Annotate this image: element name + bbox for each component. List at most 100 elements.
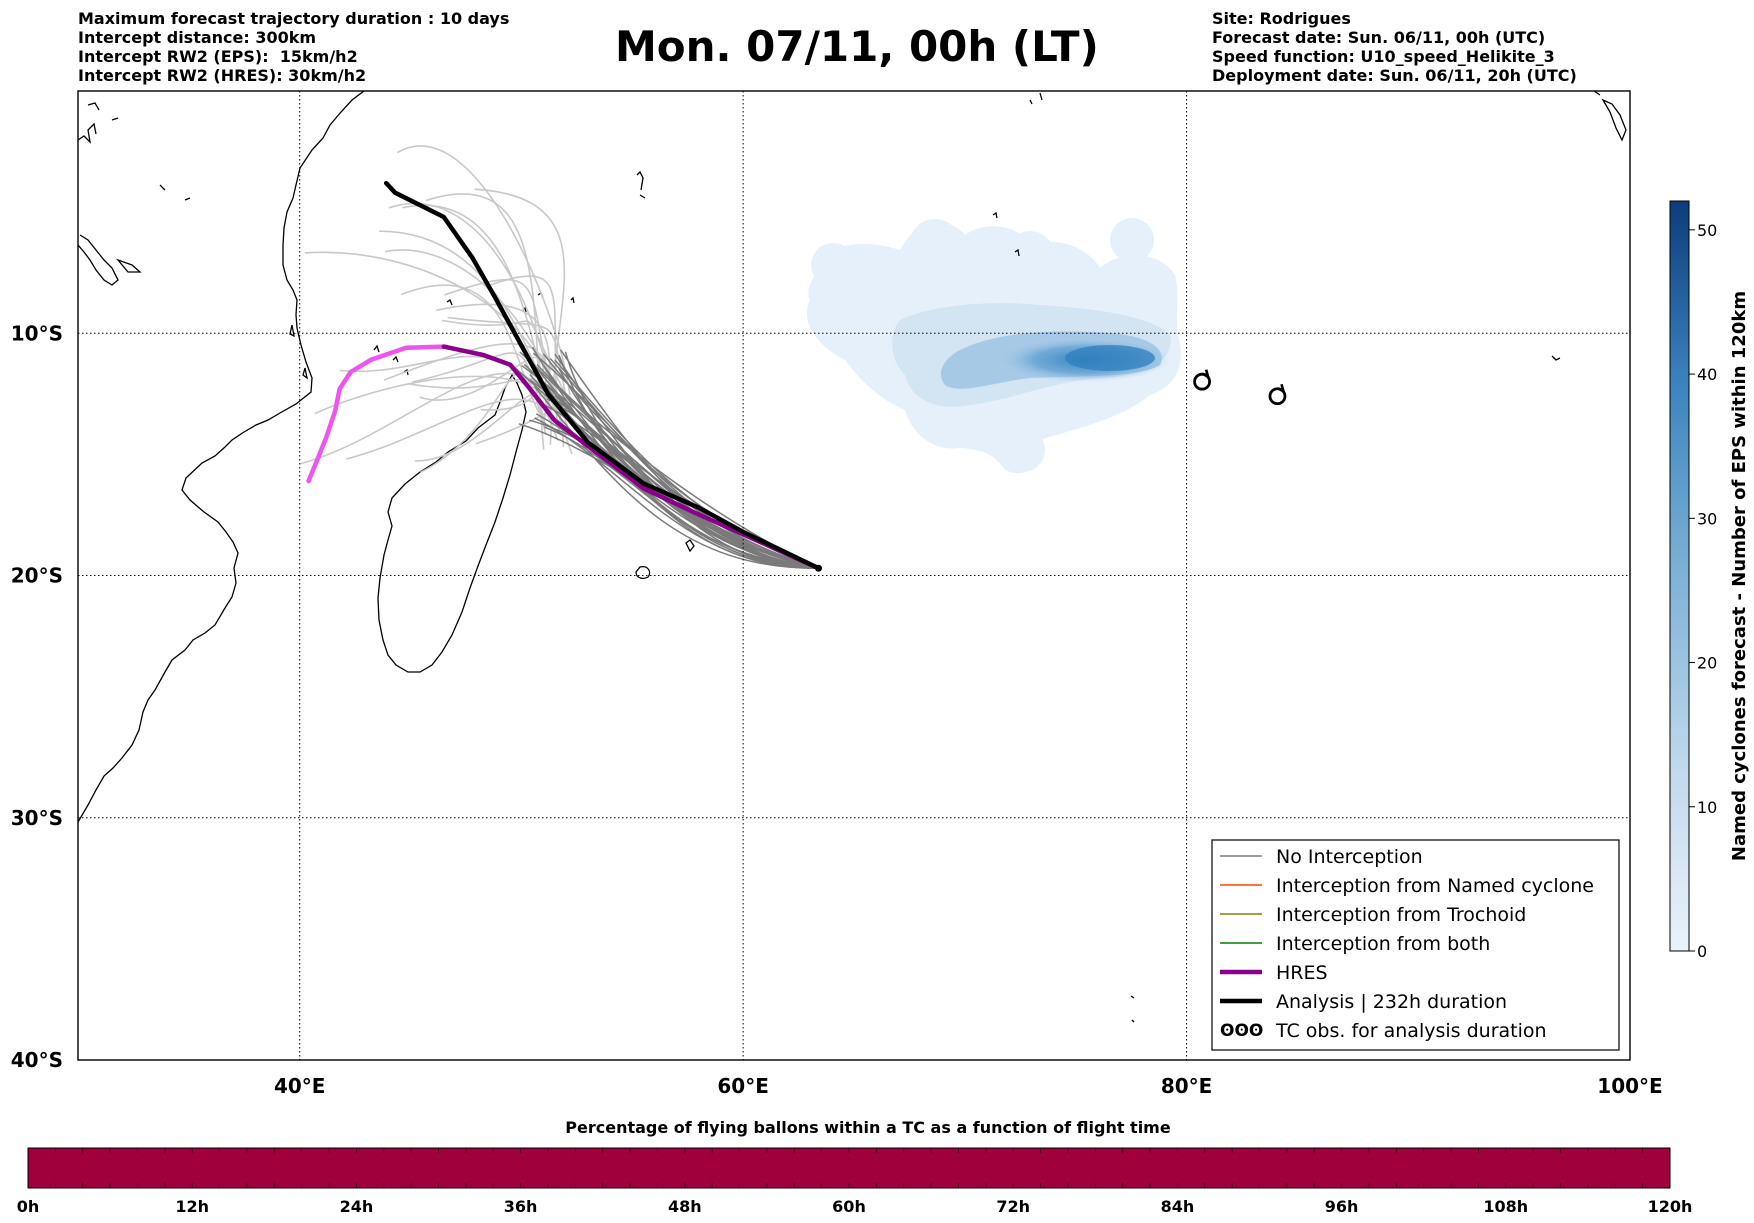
flight-time-label: 120h xyxy=(1648,1197,1693,1216)
analysis-track xyxy=(383,180,821,571)
coast-amsterdam xyxy=(1130,995,1135,1023)
lat-label: 40°S xyxy=(11,1048,63,1072)
eps-trajectory-future xyxy=(400,284,542,417)
flight-time-label: 12h xyxy=(175,1197,209,1216)
header-line: Intercept distance: 300km xyxy=(78,28,317,47)
map-frame xyxy=(77,90,1631,1061)
flight-time-label: 108h xyxy=(1483,1197,1528,1216)
tc-symbol-tail xyxy=(1201,369,1211,380)
header-line: Speed function: U10_speed_Helikite_3 xyxy=(1212,47,1555,66)
header-line: Forecast date: Sun. 06/11, 00h (UTC) xyxy=(1212,28,1546,47)
flight-time-label: 60h xyxy=(832,1197,866,1216)
flight-time-labels: 0h 12h 24h 36h 48h 60h 72h 84h 96h 108h 120h xyxy=(17,1197,1693,1216)
eps-trajectory-future xyxy=(412,352,547,429)
flight-time-label: 72h xyxy=(996,1197,1030,1216)
lon-label: 80°E xyxy=(1161,1074,1213,1098)
legend-item: Interception from Trochoid xyxy=(1220,904,1526,926)
eps-trajectory-future xyxy=(480,357,549,411)
eps-trajectory-future xyxy=(396,145,571,396)
colorbar-tick-label: 0 xyxy=(1697,942,1707,961)
coast-cocos xyxy=(1551,355,1561,361)
coast-somalia-horn xyxy=(78,234,119,286)
lon-label: 100°E xyxy=(1597,1074,1662,1098)
legend: No Interception Interception from Named c… xyxy=(1211,839,1620,1051)
legend-label: Interception from Trochoid xyxy=(1276,904,1526,926)
header-line: Site: Rodrigues xyxy=(1212,9,1351,28)
density-colorbar-label: Named cyclones forecast - Number of EPS … xyxy=(1729,291,1750,861)
flight-time-label: 84h xyxy=(1161,1197,1195,1216)
header-line: Intercept RW2 (HRES): 30km/h2 xyxy=(78,66,367,85)
flight-time-label: 36h xyxy=(504,1197,538,1216)
legend-item: HRES xyxy=(1220,962,1328,984)
coast-africa-east xyxy=(78,91,365,823)
map-title: Mon. 07/11, 00h (LT) xyxy=(615,22,1099,71)
hres-track-future xyxy=(306,344,447,484)
colorbar-tick-label: 20 xyxy=(1697,654,1717,673)
hres-track xyxy=(441,344,821,571)
density-colorbar-ticks: 0 10 20 30 40 50 xyxy=(1689,221,1717,961)
colorbar-tick-label: 50 xyxy=(1697,221,1717,240)
legend-label: Analysis | 232h duration xyxy=(1276,991,1507,1013)
map-layers xyxy=(78,91,1627,1023)
legend-item: ʘʘʘ TC obs. for analysis duration xyxy=(1220,1020,1547,1042)
longitude-labels: 40°E 60°E 80°E 100°E xyxy=(274,1074,1663,1098)
density-colorbar-scale xyxy=(1669,200,1690,952)
legend-item: Interception from Named cyclone xyxy=(1220,875,1594,897)
legend-items: No Interception Interception from Named c… xyxy=(1220,846,1594,1042)
legend-item: Interception from both xyxy=(1220,933,1490,955)
density-blob xyxy=(811,243,855,287)
density-blob xyxy=(1006,231,1054,279)
tc-symbol-icon xyxy=(1268,383,1287,406)
flight-time-title: Percentage of flying ballons within a TC… xyxy=(565,1118,1171,1137)
tc-observations xyxy=(1193,369,1287,406)
lat-label: 20°S xyxy=(11,564,63,588)
legend-label: HRES xyxy=(1276,962,1328,984)
coast-fr-islands xyxy=(87,102,191,201)
legend-label: Interception from Named cyclone xyxy=(1276,875,1594,897)
coast-socotra xyxy=(115,258,142,273)
header-line: Intercept RW2 (EPS): 15km/h2 xyxy=(78,47,358,66)
latitude-labels: 10°S 20°S 30°S 40°S xyxy=(11,321,63,1072)
header-info-right: Site: Rodrigues Forecast date: Sun. 06/1… xyxy=(1212,9,1577,85)
header-info-left: Maximum forecast trajectory duration : 1… xyxy=(78,9,509,85)
tc-symbol-tail xyxy=(1276,383,1286,394)
flight-time-minor-ticks xyxy=(54,1148,1644,1188)
legend-label: TC obs. for analysis duration xyxy=(1275,1020,1547,1042)
density-peak xyxy=(1065,345,1155,371)
flight-time-scale xyxy=(27,1147,1671,1189)
coast-zanzibar xyxy=(289,324,308,380)
flight-time-label: 96h xyxy=(1325,1197,1359,1216)
tc-obs-legend-icon: ʘʘʘ xyxy=(1220,1021,1263,1041)
colorbar-tick-label: 30 xyxy=(1697,509,1717,528)
flight-time-label: 48h xyxy=(668,1197,702,1216)
density-blob xyxy=(909,219,961,271)
lon-label: 60°E xyxy=(717,1074,769,1098)
lat-label: 10°S xyxy=(11,321,63,345)
legend-item: Analysis | 232h duration xyxy=(1220,991,1507,1013)
coast-arabia xyxy=(78,122,97,144)
main-tracks xyxy=(306,180,823,572)
coast-reunion xyxy=(635,566,651,579)
legend-item: No Interception xyxy=(1220,846,1423,868)
legend-label: No Interception xyxy=(1276,846,1423,868)
eps-trajectories xyxy=(514,346,819,569)
density-blob xyxy=(1110,218,1154,262)
eps-trajectory xyxy=(534,386,819,569)
density-colorbar: 0 10 20 30 40 50 Named cyclones forecast - Nu… xyxy=(1669,200,1750,961)
cyclone-density-field xyxy=(806,218,1181,474)
density-blob xyxy=(1001,428,1045,472)
lon-label: 40°E xyxy=(274,1074,326,1098)
eps-trajectory xyxy=(544,426,819,569)
tc-symbol-icon xyxy=(1193,369,1211,391)
header-line: Deployment date: Sun. 06/11, 20h (UTC) xyxy=(1212,66,1577,85)
flight-time-label: 24h xyxy=(340,1197,374,1216)
lat-label: 30°S xyxy=(11,806,63,830)
colorbar-tick-label: 40 xyxy=(1697,365,1717,384)
eps-trajectory-future xyxy=(474,188,566,404)
coast-maldives xyxy=(1029,92,1043,105)
legend-box xyxy=(1211,839,1620,1051)
flight-time-label: 0h xyxy=(17,1197,40,1216)
colorbar-tick-label: 10 xyxy=(1697,798,1717,817)
legend-label: Interception from both xyxy=(1276,933,1490,955)
